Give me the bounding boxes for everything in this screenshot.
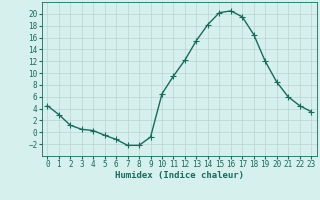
X-axis label: Humidex (Indice chaleur): Humidex (Indice chaleur) — [115, 171, 244, 180]
